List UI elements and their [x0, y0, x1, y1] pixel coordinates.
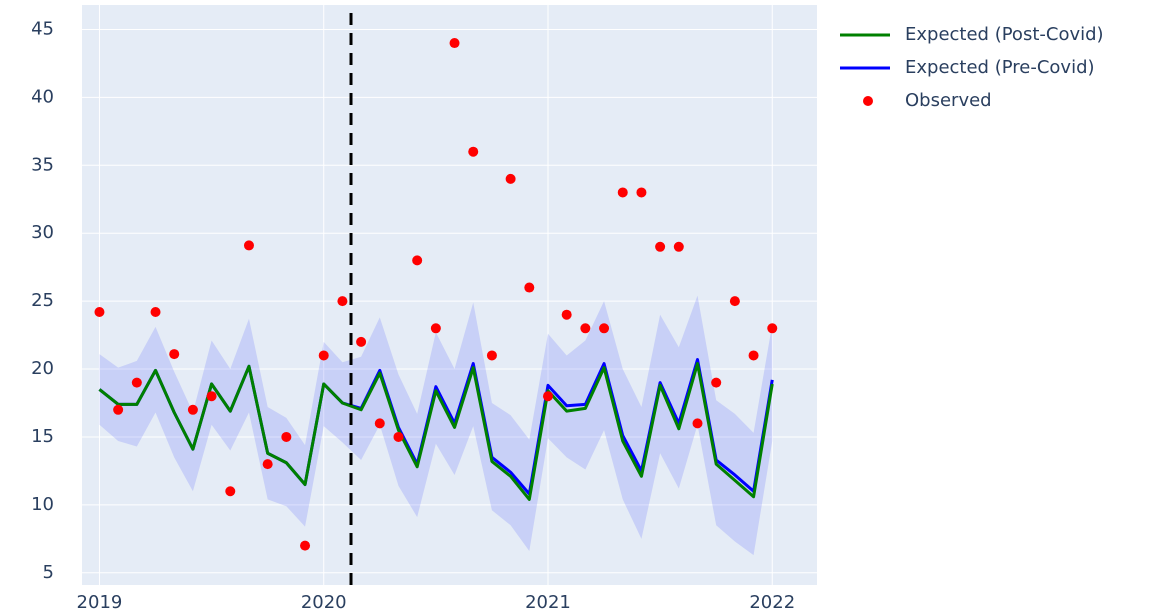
- confidence-band: [99, 295, 773, 556]
- y-tick-label: 40: [31, 86, 54, 107]
- point: [542, 391, 553, 402]
- point: [412, 255, 423, 266]
- marks: [94, 13, 778, 585]
- point: [150, 306, 161, 317]
- point: [206, 391, 217, 402]
- point: [243, 240, 254, 251]
- point: [468, 146, 479, 157]
- point: [692, 418, 703, 429]
- point: [187, 404, 198, 415]
- point: [617, 187, 628, 198]
- y-tick-label: 25: [31, 290, 54, 311]
- point: [449, 38, 460, 49]
- point: [430, 323, 441, 334]
- point: [131, 377, 142, 388]
- x-tick-label: 2021: [525, 592, 571, 613]
- point: [524, 282, 535, 293]
- x-tick-label: 2022: [749, 592, 795, 613]
- y-tick-label: 20: [31, 358, 54, 379]
- point: [169, 349, 180, 360]
- point: [711, 377, 722, 388]
- point: [655, 241, 666, 252]
- point: [580, 323, 591, 334]
- point: [113, 404, 124, 415]
- x-tick-label: 2020: [301, 592, 347, 613]
- point: [262, 459, 273, 470]
- point: [729, 296, 740, 307]
- point: [356, 336, 367, 347]
- plot-background: [82, 5, 817, 585]
- legend: Expected (Post-Covid) Expected (Pre-Covid…: [840, 24, 1104, 111]
- point: [748, 350, 759, 361]
- point: [337, 296, 348, 307]
- line: [98, 362, 774, 501]
- point: [318, 350, 329, 361]
- y-tick-label: 35: [31, 154, 54, 175]
- point: [599, 323, 610, 334]
- point: [225, 486, 236, 497]
- legend-label: Observed: [905, 90, 992, 111]
- point: [673, 241, 684, 252]
- point: [486, 350, 497, 361]
- point: [281, 431, 292, 442]
- y-tick-label: 30: [31, 222, 54, 243]
- point: [300, 540, 311, 551]
- legend-swatch: [863, 96, 873, 106]
- point: [767, 323, 778, 334]
- y-tick-label: 15: [31, 426, 54, 447]
- y-tick-label: 5: [43, 562, 54, 583]
- point: [374, 418, 385, 429]
- legend-label: Expected (Pre-Covid): [905, 57, 1095, 78]
- legend-label: Expected (Post-Covid): [905, 24, 1104, 45]
- grid: [82, 5, 817, 585]
- point: [561, 309, 572, 320]
- y-tick-label: 45: [31, 18, 54, 39]
- y-tick-label: 10: [31, 494, 54, 515]
- point: [636, 187, 647, 198]
- point: [94, 306, 105, 317]
- x-tick-label: 2019: [77, 592, 123, 613]
- point: [393, 431, 404, 442]
- point: [505, 173, 516, 184]
